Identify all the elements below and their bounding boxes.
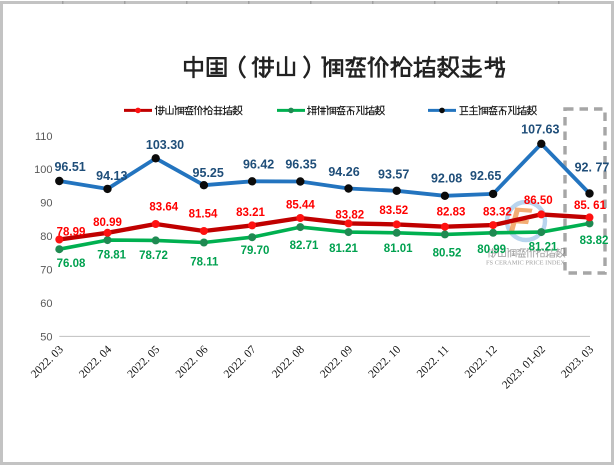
svg-text:2023. 03: 2023. 03 — [559, 343, 596, 380]
svg-text:80.99: 80.99 — [477, 244, 506, 256]
svg-text:2022. 10: 2022. 10 — [366, 343, 403, 380]
svg-text:107.63: 107.63 — [521, 122, 559, 136]
svg-text:81.21: 81.21 — [529, 242, 558, 254]
svg-text:2022. 12: 2022. 12 — [463, 343, 500, 380]
svg-text:78.99: 78.99 — [57, 227, 86, 239]
svg-text:80.99: 80.99 — [93, 217, 122, 229]
svg-text:92.08: 92.08 — [431, 172, 462, 186]
svg-text:85. 61: 85. 61 — [574, 200, 607, 212]
svg-text:79.70: 79.70 — [241, 245, 270, 257]
svg-text:90: 90 — [40, 198, 52, 210]
svg-text:103.30: 103.30 — [146, 138, 184, 152]
svg-text:96.42: 96.42 — [243, 158, 274, 172]
svg-text:78.72: 78.72 — [139, 250, 168, 262]
svg-text:2022. 05: 2022. 05 — [125, 343, 162, 380]
svg-text:96.51: 96.51 — [54, 160, 85, 174]
svg-text:100: 100 — [34, 164, 52, 176]
svg-text:78.81: 78.81 — [97, 249, 126, 261]
svg-text:82.71: 82.71 — [290, 240, 319, 252]
svg-text:50: 50 — [40, 331, 52, 343]
svg-text:83.82: 83.82 — [580, 235, 609, 247]
svg-text:78.11: 78.11 — [190, 257, 219, 269]
svg-text:82.83: 82.83 — [437, 206, 466, 218]
svg-text:92. 77: 92. 77 — [575, 161, 610, 175]
svg-text:76.08: 76.08 — [57, 258, 86, 270]
svg-text:2022. 07: 2022. 07 — [222, 343, 259, 380]
svg-text:FS CERAMIC PRICE INDEX: FS CERAMIC PRICE INDEX — [486, 260, 565, 267]
svg-text:83.64: 83.64 — [149, 201, 178, 213]
svg-text:85.44: 85.44 — [286, 199, 315, 211]
svg-text:60: 60 — [40, 298, 52, 310]
svg-text:80: 80 — [40, 231, 52, 243]
svg-text:95.25: 95.25 — [193, 166, 224, 180]
svg-text:81.54: 81.54 — [189, 209, 218, 221]
svg-text:86.50: 86.50 — [524, 195, 553, 207]
svg-text:2022. 03: 2022. 03 — [29, 343, 66, 380]
svg-text:96.35: 96.35 — [285, 158, 316, 172]
svg-text:2023. 01-02: 2023. 01-02 — [500, 343, 548, 391]
svg-text:110: 110 — [35, 131, 53, 143]
svg-text:93.57: 93.57 — [378, 168, 409, 182]
svg-text:2022. 06: 2022. 06 — [174, 343, 211, 380]
svg-text:83.32: 83.32 — [483, 206, 512, 218]
svg-text:80.52: 80.52 — [433, 247, 462, 259]
svg-text:92.65: 92.65 — [470, 169, 501, 183]
svg-text:83.52: 83.52 — [379, 205, 408, 217]
svg-text:94.26: 94.26 — [328, 165, 359, 179]
svg-text:81.21: 81.21 — [329, 243, 358, 255]
svg-text:2022. 11: 2022. 11 — [415, 343, 452, 380]
svg-text:94.13: 94.13 — [96, 169, 127, 183]
svg-text:2022. 08: 2022. 08 — [270, 343, 307, 380]
svg-text:81.01: 81.01 — [384, 243, 413, 255]
svg-text:83.21: 83.21 — [236, 207, 265, 219]
svg-text:2022. 04: 2022. 04 — [77, 343, 114, 380]
svg-text:2022. 09: 2022. 09 — [318, 343, 355, 380]
svg-text:83.82: 83.82 — [335, 210, 364, 222]
svg-text:70: 70 — [40, 265, 52, 277]
